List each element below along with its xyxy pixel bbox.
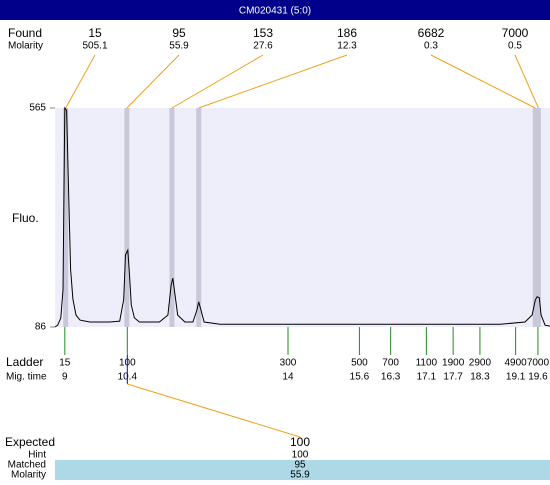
ladder-size: 1100 [416,358,438,369]
x-tick-label: 19.6 [528,372,548,383]
ladder-size: 300 [280,358,297,369]
expected-label: Expected [5,435,55,449]
row-label: Matched [8,460,46,471]
found-connector [430,54,536,109]
title: CM020431 (5:0) [239,6,311,17]
matched-band [55,460,550,480]
found-connector [514,54,539,109]
peak-band [63,108,69,327]
expected-connector [127,383,301,438]
ladder-size: 15 [59,358,71,369]
row-label: Molarity [11,470,46,480]
y-tick-label: 86 [35,322,47,333]
found-size: 186 [337,26,357,40]
found-molarity: 0.3 [424,41,438,52]
x-tick-label: 14 [282,372,294,383]
y-label: Fluo. [12,211,39,225]
plot-area [55,108,550,327]
ladder-size: 7000 [527,358,550,369]
found-size: 7000 [502,26,529,40]
found-size: 153 [253,26,273,40]
found-molarity: 27.6 [253,41,273,52]
row-value: 95 [294,460,306,471]
ladder-size: 1900 [442,358,465,369]
title-bar [0,0,550,20]
found-molarity: 12.3 [337,41,357,52]
x-tick-label: 17.7 [443,372,463,383]
ladder-size: 500 [351,358,368,369]
ladder-size: 2900 [469,358,492,369]
y-tick-label: 565 [29,103,46,114]
peak-band [535,108,541,327]
found-connector [65,54,96,109]
ladder-label: Ladder [6,355,43,369]
x-tick-label: 15.6 [350,372,370,383]
expected-value: 100 [290,435,310,449]
found-connector [198,54,348,109]
row-value: 55.9 [290,470,310,480]
x-tick-label: 9 [62,372,68,383]
x-tick-label: 17.1 [417,372,437,383]
mig-time-label: Mig. time [6,372,47,383]
peak-band [532,108,538,327]
found-molarity: 55.9 [169,41,189,52]
ladder-size: 700 [382,358,399,369]
row-label: Hint [28,450,46,461]
row-value: 100 [292,450,309,461]
found-connector [126,54,180,109]
molarity-label: Molarity [8,41,43,52]
peak-band [196,108,202,327]
found-size: 15 [88,26,102,40]
peak-band [169,108,175,327]
trace [54,106,550,328]
ladder-size: 4900 [505,358,528,369]
x-tick-label: 19.1 [506,372,526,383]
x-tick-label: 18.3 [470,372,490,383]
found-molarity: 505.1 [82,41,107,52]
found-label: Found [8,26,42,40]
found-size: 95 [172,26,186,40]
found-connector [171,54,264,109]
found-molarity: 0.5 [508,41,522,52]
found-size: 6682 [418,26,445,40]
peak-band [124,108,130,327]
x-tick-label: 16.3 [381,372,401,383]
